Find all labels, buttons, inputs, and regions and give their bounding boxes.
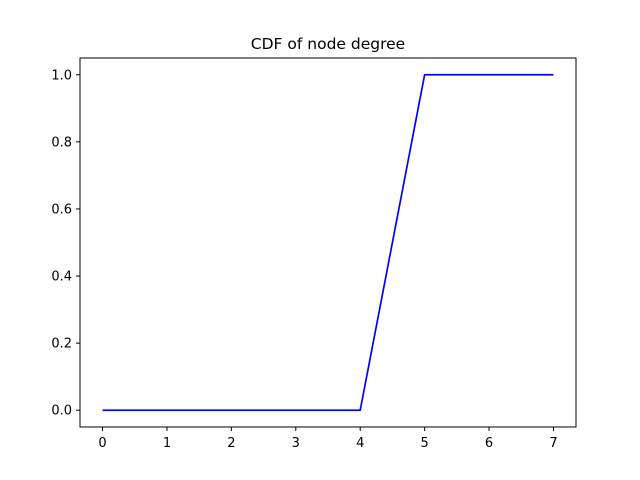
y-tick-label: 0.8 bbox=[51, 135, 72, 150]
x-tick-label: 3 bbox=[292, 436, 300, 451]
y-tick-label: 0.2 bbox=[51, 337, 72, 352]
series-line bbox=[102, 73, 554, 412]
x-tick-label: 0 bbox=[98, 436, 106, 451]
x-tick-label: 2 bbox=[227, 436, 235, 451]
x-tick-label: 6 bbox=[485, 436, 493, 451]
x-tick-label: 5 bbox=[420, 436, 428, 451]
x-axis: 0 1 2 3 4 5 6 7 bbox=[98, 427, 558, 451]
y-tick-label: 0.0 bbox=[51, 404, 72, 419]
axes-frame bbox=[79, 57, 577, 428]
plot-area bbox=[102, 73, 554, 412]
y-axis: 0.0 0.2 0.4 0.6 0.8 1.0 bbox=[51, 68, 80, 419]
chart-title: CDF of node degree bbox=[251, 35, 405, 53]
x-tick-label: 1 bbox=[163, 436, 171, 451]
y-tick-label: 0.6 bbox=[51, 202, 72, 217]
x-tick-label: 4 bbox=[356, 436, 364, 451]
y-tick-label: 0.4 bbox=[51, 270, 72, 285]
x-tick-label: 7 bbox=[549, 436, 557, 451]
y-tick-label: 1.0 bbox=[51, 68, 72, 83]
